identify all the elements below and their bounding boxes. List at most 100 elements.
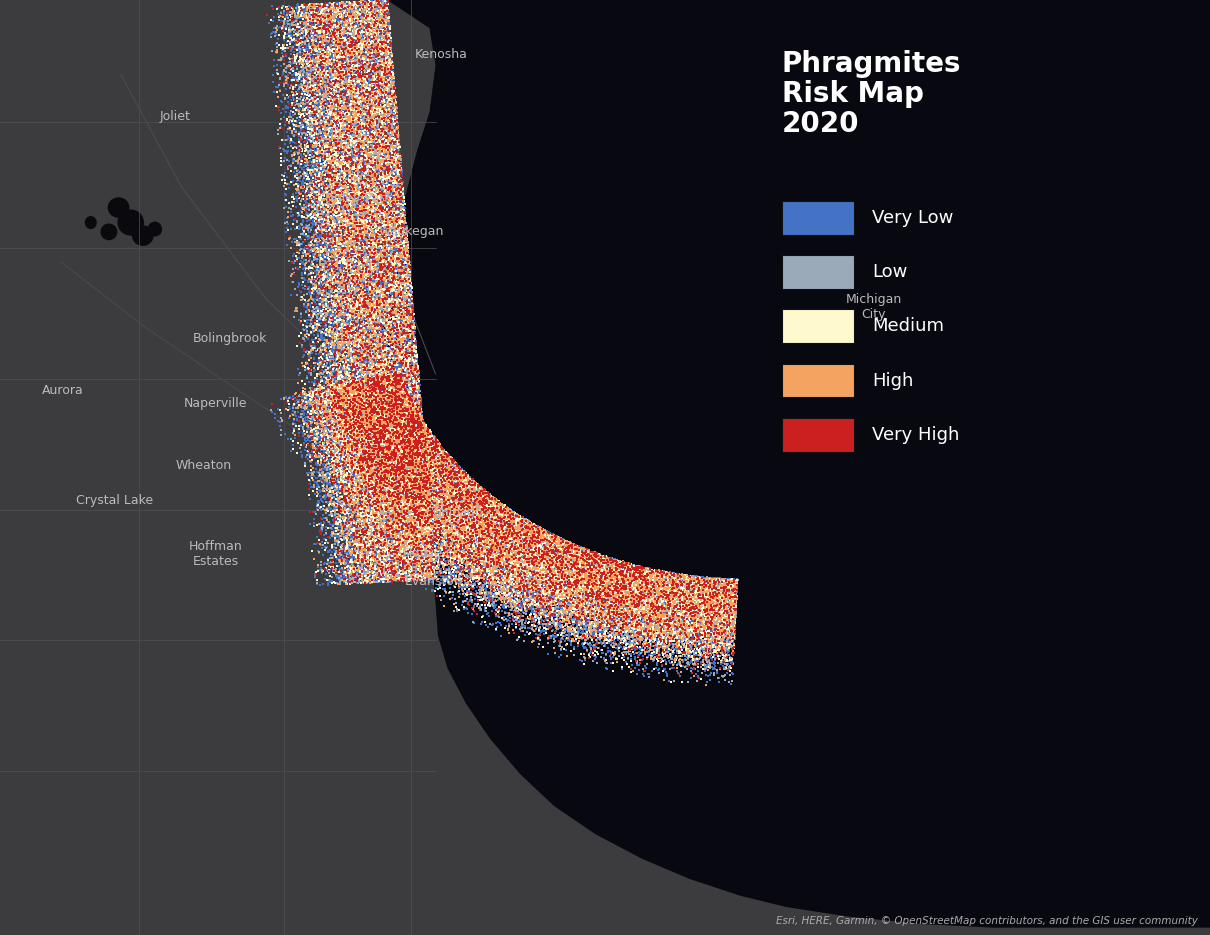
Point	[394, 281, 414, 296]
Point	[451, 467, 471, 482]
Point	[345, 490, 364, 505]
Point	[382, 456, 402, 471]
Point	[352, 117, 371, 132]
Point	[352, 434, 371, 449]
Point	[311, 201, 330, 216]
Point	[465, 563, 484, 578]
Point	[404, 430, 424, 445]
Point	[639, 562, 658, 577]
Point	[379, 490, 398, 505]
Point	[629, 599, 649, 614]
Point	[338, 381, 357, 396]
Point	[419, 498, 438, 513]
Point	[617, 595, 636, 610]
Point	[352, 349, 371, 364]
Point	[378, 383, 397, 398]
Point	[382, 467, 402, 482]
Point	[351, 46, 370, 61]
Point	[440, 504, 460, 519]
Point	[482, 507, 501, 522]
Point	[449, 496, 468, 511]
Point	[431, 564, 450, 579]
Point	[381, 467, 401, 482]
Point	[382, 528, 402, 543]
Point	[686, 611, 705, 626]
Point	[636, 571, 656, 586]
Point	[290, 44, 310, 59]
Point	[346, 329, 365, 344]
Point	[427, 502, 446, 517]
Point	[662, 608, 681, 623]
Point	[316, 462, 335, 477]
Point	[390, 225, 409, 240]
Point	[409, 535, 428, 550]
Point	[410, 414, 430, 429]
Point	[405, 535, 425, 550]
Point	[361, 448, 380, 463]
Point	[583, 557, 603, 572]
Point	[420, 524, 439, 539]
Point	[388, 456, 408, 471]
Point	[403, 370, 422, 385]
Point	[380, 261, 399, 276]
Point	[369, 128, 388, 143]
Point	[364, 370, 384, 385]
Point	[330, 181, 350, 196]
Point	[371, 439, 391, 454]
Point	[476, 511, 495, 525]
Point	[356, 50, 375, 65]
Point	[606, 566, 626, 581]
Point	[720, 653, 739, 668]
Point	[541, 530, 560, 545]
Point	[601, 584, 621, 599]
Point	[327, 346, 346, 361]
Point	[319, 324, 339, 339]
Point	[416, 492, 436, 507]
Point	[426, 475, 445, 490]
Point	[376, 142, 396, 157]
Point	[332, 412, 351, 427]
Point	[643, 582, 662, 597]
Point	[375, 15, 394, 30]
Point	[696, 630, 715, 645]
Point	[369, 429, 388, 444]
Point	[316, 427, 335, 442]
Point	[500, 538, 519, 553]
Point	[424, 516, 443, 531]
Point	[595, 610, 615, 625]
Point	[424, 496, 443, 511]
Point	[403, 463, 422, 478]
Point	[358, 568, 378, 583]
Point	[364, 15, 384, 30]
Point	[703, 586, 722, 601]
Point	[634, 562, 653, 577]
Point	[305, 81, 324, 96]
Point	[404, 437, 424, 452]
Point	[362, 94, 381, 108]
Point	[403, 343, 422, 358]
Point	[341, 559, 361, 574]
Point	[403, 403, 422, 418]
Point	[390, 436, 409, 451]
Point	[378, 182, 397, 197]
Point	[357, 498, 376, 513]
Point	[378, 129, 397, 144]
Point	[485, 560, 505, 575]
Point	[382, 496, 402, 511]
Point	[350, 302, 369, 317]
Point	[398, 233, 417, 248]
Point	[330, 408, 350, 423]
Point	[480, 577, 500, 592]
Point	[313, 286, 333, 301]
Point	[638, 591, 657, 606]
Point	[348, 241, 368, 256]
Point	[557, 554, 576, 568]
Point	[522, 571, 541, 586]
Point	[384, 194, 403, 209]
Point	[319, 400, 339, 415]
Point	[603, 592, 622, 607]
Point	[420, 465, 439, 480]
Point	[381, 563, 401, 578]
Point	[355, 85, 374, 100]
Point	[294, 82, 313, 97]
